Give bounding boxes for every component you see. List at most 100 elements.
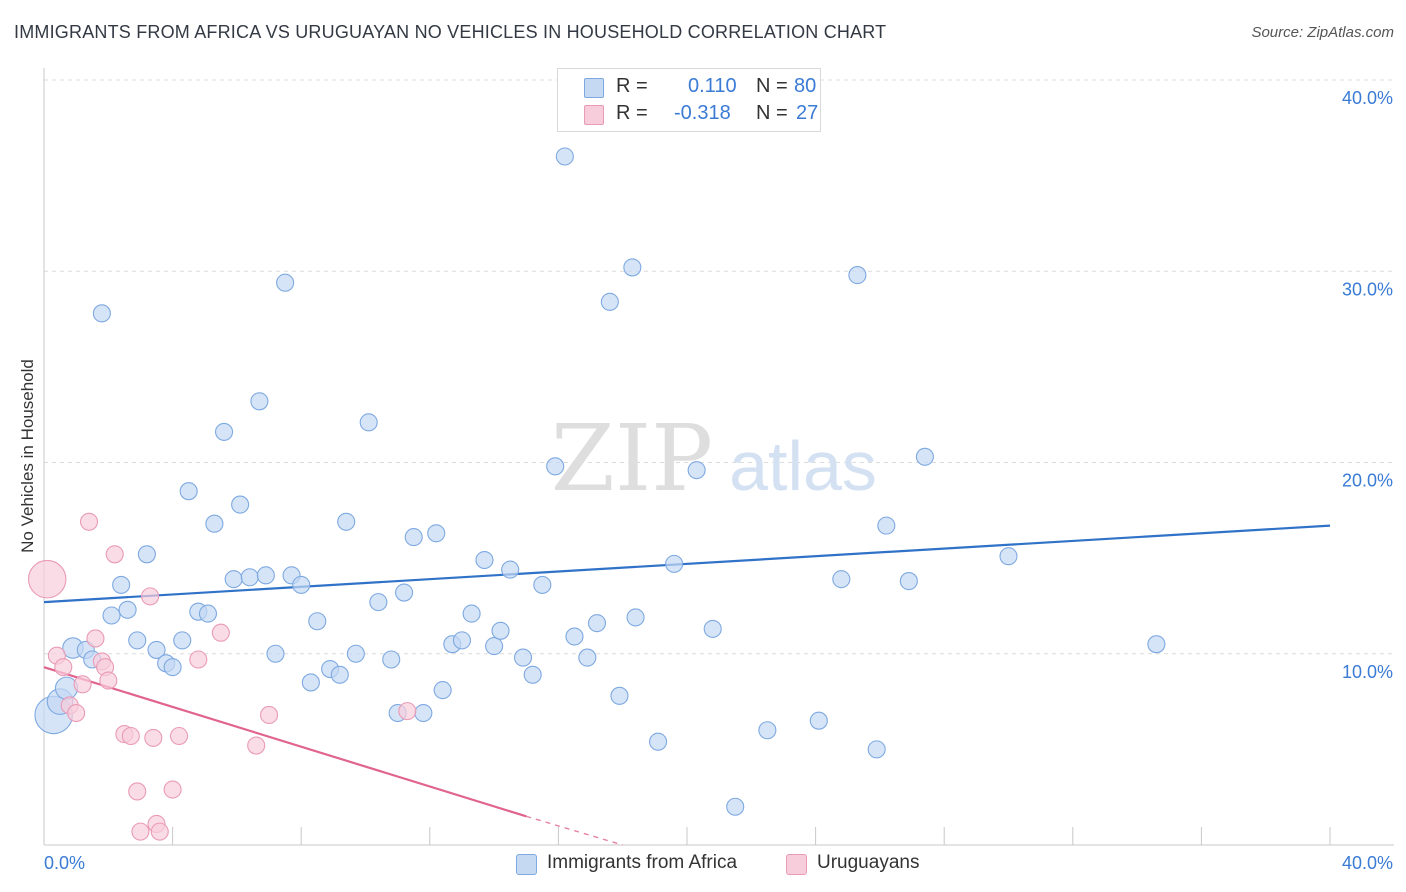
point-africa <box>600 292 619 311</box>
trend-line-uruguayans-extension <box>526 815 623 846</box>
watermark-atlas: atlas <box>729 427 877 505</box>
point-africa <box>578 648 597 667</box>
r-label: R = <box>616 75 648 97</box>
point-uruguayans <box>144 728 163 747</box>
point-uruguayans <box>150 822 169 841</box>
point-africa <box>330 665 349 684</box>
point-uruguayans <box>398 702 417 721</box>
point-africa <box>404 528 423 547</box>
point-uruguayans <box>73 675 92 694</box>
point-uruguayans <box>99 671 118 690</box>
point-uruguayans <box>169 726 189 746</box>
point-africa <box>147 640 166 659</box>
point-africa <box>414 703 433 723</box>
point-africa <box>726 797 745 816</box>
x-tick-label: 0.0% <box>44 853 85 873</box>
point-africa <box>214 422 234 441</box>
y-tick-label: 10.0% <box>1342 662 1393 682</box>
point-africa <box>256 566 275 585</box>
point-africa <box>198 604 218 623</box>
chart-title: IMMIGRANTS FROM AFRICA VS URUGUAYAN NO V… <box>14 22 887 42</box>
r-label: R = <box>616 102 648 124</box>
point-africa <box>92 304 111 323</box>
point-uruguayans <box>105 545 124 564</box>
point-africa <box>623 258 642 277</box>
point-uruguayans <box>247 736 266 755</box>
point-africa <box>687 461 706 480</box>
watermark-zip: ZIP <box>551 405 713 512</box>
point-africa <box>231 495 250 514</box>
point-africa <box>102 606 121 625</box>
legend-swatch-africa <box>584 78 604 98</box>
legend-swatch-africa <box>516 854 537 875</box>
point-uruguayans <box>67 703 86 723</box>
point-africa <box>626 608 645 627</box>
point-africa <box>112 575 131 594</box>
point-africa <box>266 644 285 663</box>
point-africa <box>649 732 668 751</box>
point-uruguayans <box>131 822 150 841</box>
point-africa <box>301 673 320 692</box>
watermark: ZIP atlas <box>551 405 877 512</box>
point-africa <box>433 681 452 700</box>
point-africa <box>848 266 867 285</box>
trend-line-africa <box>43 524 1331 604</box>
n-value: 80 <box>794 75 817 97</box>
point-africa <box>427 524 446 543</box>
n-label: N = <box>756 102 788 124</box>
point-africa <box>462 604 481 623</box>
point-uruguayans <box>121 726 140 746</box>
point-uruguayans <box>27 559 67 599</box>
point-africa <box>610 686 629 705</box>
point-africa <box>452 631 472 650</box>
point-uruguayans <box>163 780 182 799</box>
point-africa <box>292 575 311 594</box>
point-uruguayans <box>79 512 99 531</box>
point-africa <box>999 547 1018 566</box>
point-africa <box>587 614 607 633</box>
point-africa <box>240 568 259 587</box>
legend-swatch-uruguayans <box>786 854 807 875</box>
r-value: 0.110 <box>688 75 737 97</box>
point-africa <box>915 447 934 466</box>
point-africa <box>867 740 886 759</box>
point-africa <box>555 147 574 166</box>
legend-swatch-uruguayans <box>584 105 604 125</box>
point-africa <box>395 583 414 602</box>
point-uruguayans <box>86 629 105 648</box>
point-africa <box>565 627 584 646</box>
point-uruguayans <box>259 705 279 725</box>
point-africa <box>523 665 542 684</box>
point-africa <box>359 413 378 432</box>
point-africa <box>369 593 388 612</box>
n-value: 27 <box>796 102 819 124</box>
point-africa <box>546 457 565 476</box>
point-africa <box>179 482 198 501</box>
point-uruguayans <box>189 650 208 669</box>
point-africa <box>491 621 510 640</box>
point-uruguayans <box>128 782 147 801</box>
n-label: N = <box>756 75 788 97</box>
point-africa <box>346 644 365 663</box>
point-africa <box>308 612 327 631</box>
point-africa <box>832 570 851 589</box>
point-africa <box>513 648 533 667</box>
point-africa <box>877 516 896 535</box>
point-africa <box>128 631 147 650</box>
y-tick-label: 20.0% <box>1342 471 1393 491</box>
point-africa <box>809 711 828 730</box>
point-africa <box>173 631 192 650</box>
point-africa <box>899 572 918 591</box>
point-uruguayans <box>54 658 73 677</box>
point-africa <box>501 560 520 579</box>
point-uruguayans <box>141 587 160 606</box>
point-africa <box>533 575 552 594</box>
point-africa <box>665 554 684 573</box>
point-uruguayans <box>211 623 230 642</box>
r-value: -0.318 <box>674 102 731 124</box>
correlation-legend: R = 0.110 N = 80 R = -0.318 N = 27 <box>557 68 821 132</box>
point-africa <box>250 392 269 411</box>
point-africa <box>337 512 356 531</box>
point-africa <box>758 721 777 740</box>
